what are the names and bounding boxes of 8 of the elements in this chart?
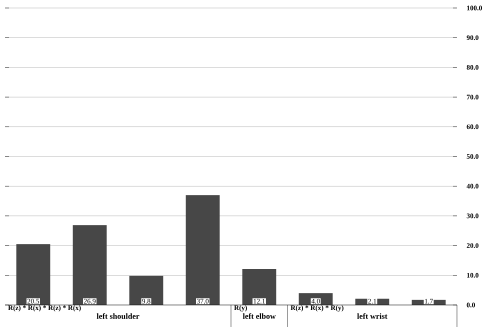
text: left elbow [242, 313, 276, 319]
bar [72, 225, 107, 305]
text: left wrist [357, 313, 388, 319]
bar [129, 276, 164, 305]
text: left shoulder [96, 313, 140, 319]
bar [16, 244, 50, 305]
bar [242, 269, 276, 305]
bar [186, 195, 220, 305]
